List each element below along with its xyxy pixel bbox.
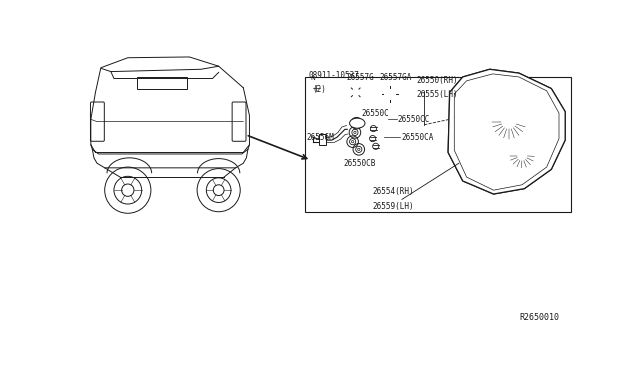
Text: 08911-10537: 08911-10537 <box>308 71 360 80</box>
Text: 26559(LH): 26559(LH) <box>372 202 414 211</box>
Bar <box>319 134 326 145</box>
Ellipse shape <box>349 118 365 128</box>
Polygon shape <box>448 69 565 194</box>
Text: 26550CB: 26550CB <box>344 159 376 168</box>
Text: N: N <box>310 76 315 81</box>
Text: 26550(RH): 26550(RH) <box>417 76 458 85</box>
Text: 26556M: 26556M <box>307 132 334 141</box>
Text: 26557G: 26557G <box>346 73 374 82</box>
Bar <box>137 77 187 89</box>
Text: 26550C: 26550C <box>361 109 389 118</box>
Text: 26550CC: 26550CC <box>397 115 429 124</box>
Text: 26550CA: 26550CA <box>401 132 433 141</box>
Text: (2): (2) <box>312 86 326 94</box>
Text: 26555(LH): 26555(LH) <box>417 90 458 99</box>
Text: R2650010: R2650010 <box>519 313 559 322</box>
Text: 26554(RH): 26554(RH) <box>372 187 414 196</box>
Text: 26557GA: 26557GA <box>380 73 412 81</box>
Bar <box>305 77 570 212</box>
